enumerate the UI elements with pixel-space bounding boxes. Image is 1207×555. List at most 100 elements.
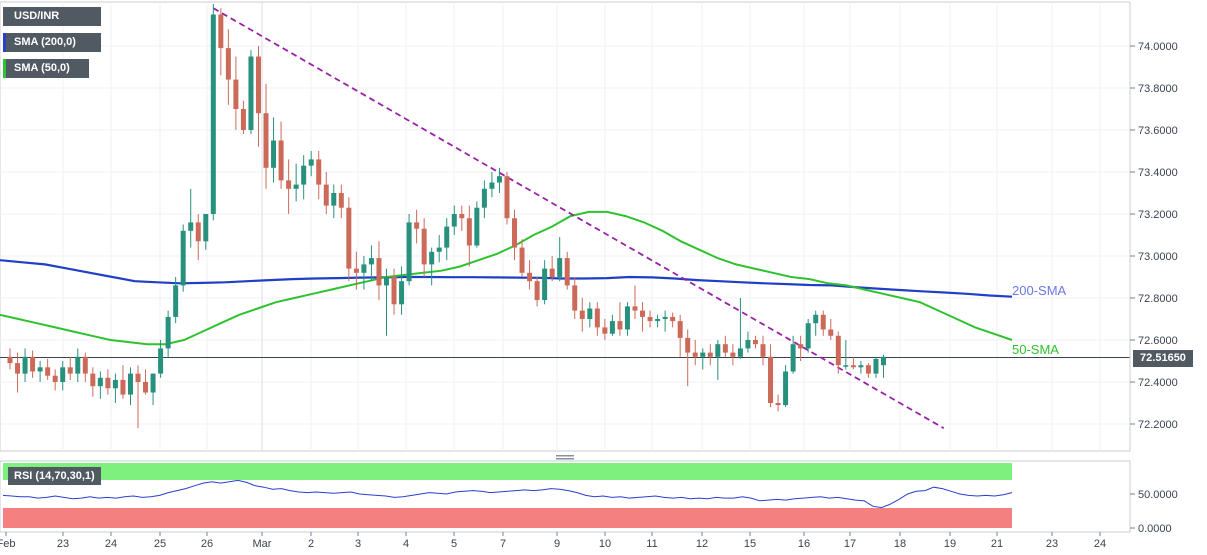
candle-body [30, 356, 36, 372]
candle-body [685, 337, 691, 353]
candle-body [90, 373, 96, 387]
candle-body [828, 329, 834, 336]
x-tick-label: 21 [991, 538, 1003, 550]
sma-200-path [0, 259, 1013, 298]
candle-body [768, 356, 774, 403]
rsi-tick-label: 50.0000 [1138, 489, 1178, 501]
x-tick-label: Feb [0, 538, 15, 550]
candle-body [406, 222, 412, 282]
candle-body [504, 176, 510, 219]
sma-50-annotation: 50-SMA [1012, 342, 1059, 357]
x-tick-label: 19 [944, 538, 956, 550]
candle-body [97, 377, 103, 387]
price-tick-label: 73.4000 [1138, 167, 1178, 179]
candle-body [399, 281, 405, 305]
legend-symbol: USD/INR [3, 7, 101, 26]
legend-rsi: RSI (14,70,30,1) [8, 467, 101, 485]
price-axis: 74.0000 73.8000 73.6000 73.4000 73.2000 73.00… [1129, 2, 1178, 451]
candle-body [752, 340, 758, 345]
candle-body [444, 226, 450, 248]
rsi-tick-label: 0.0000 [1138, 523, 1172, 535]
sma-200-line [0, 259, 1013, 298]
candle-body [67, 367, 73, 374]
candle-body [165, 316, 171, 349]
pane-resize-handle [556, 455, 574, 457]
candle-body [617, 321, 623, 330]
candle-body [707, 352, 713, 357]
candle-body [670, 316, 676, 322]
candle-body [481, 188, 487, 208]
legend-sma200: SMA (200,0) [3, 33, 101, 52]
candle-body [640, 310, 646, 317]
candle-body [45, 367, 51, 376]
candle-body [150, 373, 156, 393]
candle-body [512, 218, 518, 248]
x-tick-label: 2 [308, 538, 314, 550]
candle-body [737, 348, 743, 357]
candle-body [15, 363, 21, 374]
price-tick-label: 73.8000 [1138, 83, 1178, 95]
trendline-descending [212, 7, 945, 429]
candle-body [218, 14, 224, 49]
candle-body [60, 367, 66, 382]
price-tick-label: 72.8000 [1138, 293, 1178, 305]
candle-body [880, 356, 886, 366]
x-tick-label: Mar [253, 538, 272, 550]
x-tick-label: 23 [57, 538, 69, 550]
candle-body [263, 113, 269, 168]
candle-body [594, 308, 600, 328]
candle-body [624, 306, 630, 330]
x-tick-label: 24 [1094, 538, 1106, 550]
candle-body [542, 268, 548, 301]
candle-body [655, 319, 661, 322]
candle-body [135, 373, 141, 382]
candle-body [233, 79, 239, 109]
price-tick-label: 73.0000 [1138, 251, 1178, 263]
price-tick-label: 73.2000 [1138, 209, 1178, 221]
candle-body [564, 258, 570, 286]
current-price-value: 72.51650 [1140, 352, 1186, 364]
rsi-oversold-zone [3, 508, 1012, 528]
candle-body [865, 365, 871, 374]
candle-body [203, 214, 209, 242]
legend-symbol-label: USD/INR [14, 10, 60, 22]
candle-body [225, 48, 231, 80]
candle-body [120, 379, 126, 395]
candle-body [158, 348, 164, 374]
candle-body [37, 367, 43, 372]
candle-body [7, 356, 13, 364]
rsi-line [2, 479, 1013, 509]
legend-sma50-label: SMA (50,0) [14, 62, 70, 74]
x-tick-label: 10 [599, 538, 611, 550]
candle-body [805, 323, 811, 349]
x-tick-label: 25 [154, 538, 166, 550]
x-axis: Feb23242526Mar23457910111215161718192123… [0, 531, 1130, 550]
legend-sma50: SMA (50,0) [3, 59, 89, 78]
x-tick-label: 12 [696, 538, 708, 550]
legend-rsi-label: RSI (14,70,30,1) [14, 470, 95, 482]
candlestick-series [7, 4, 886, 429]
candle-body [745, 340, 751, 349]
candle-body [188, 222, 194, 231]
price-pane-frame [0, 1, 1131, 452]
candle-body [527, 272, 533, 282]
candle-body [534, 281, 540, 301]
x-tick-label: 4 [403, 538, 409, 550]
candle-body [127, 373, 133, 395]
candle-body [775, 403, 781, 406]
x-tick-label: 11 [646, 538, 657, 550]
candle-body [677, 321, 683, 338]
candle-body [361, 264, 367, 273]
x-tick-label: 9 [554, 538, 560, 550]
candle-body [459, 214, 465, 219]
candle-body [700, 352, 706, 357]
candle-body [52, 375, 58, 382]
candle-body [75, 356, 81, 374]
candle-body [790, 344, 796, 372]
candle-body [820, 314, 826, 330]
candle-body [692, 352, 698, 357]
x-tick-label: 23 [1046, 538, 1058, 550]
current-price-tag: 72.51650 [1133, 350, 1193, 367]
candle-body [331, 193, 337, 206]
